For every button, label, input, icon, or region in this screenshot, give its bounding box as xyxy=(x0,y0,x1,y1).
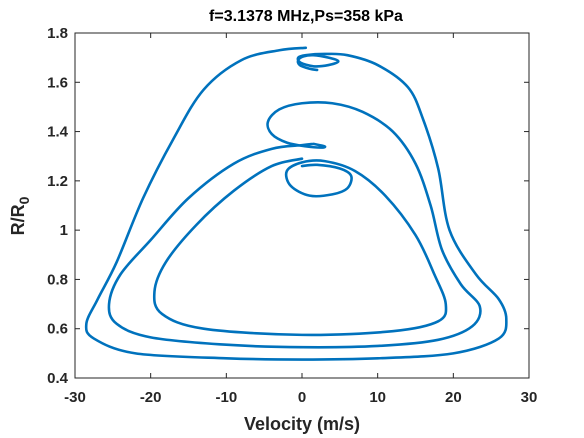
x-tick-label: 10 xyxy=(369,389,386,406)
x-tick-label: 20 xyxy=(445,389,462,406)
tick-layer: -30 -20 -10 0 10 20 30 0.4 0.6 0.8 1 1.2 1.4 1.6 1.8 xyxy=(47,25,537,406)
y-tick-label: 1.8 xyxy=(47,25,68,42)
y-tick-label: 1 xyxy=(60,222,68,239)
x-tick-label: -20 xyxy=(140,389,162,406)
x-tick-label: -30 xyxy=(64,389,86,406)
y-axis-label-main: R/R xyxy=(8,204,28,235)
series-layer xyxy=(84,46,508,361)
x-axis-label: Velocity (m/s) xyxy=(244,414,360,434)
y-axis-label-subscript: 0 xyxy=(16,196,32,204)
series-line-2 xyxy=(107,101,482,349)
series-line-3 xyxy=(152,157,448,337)
y-tick-label: 0.8 xyxy=(47,271,68,288)
y-tick-label: 0.6 xyxy=(47,321,68,338)
x-tick-label: 0 xyxy=(298,389,306,406)
y-tick-label: 1.4 xyxy=(47,124,69,141)
x-tick-label: -10 xyxy=(215,389,237,406)
series-line-1 xyxy=(84,46,508,361)
y-axis-label: R/R0 xyxy=(8,196,32,235)
x-tick-label: 30 xyxy=(521,389,538,406)
y-tick-label: 1.2 xyxy=(47,173,68,190)
plot-area xyxy=(75,33,529,378)
y-tick-label: 0.4 xyxy=(47,370,69,387)
y-tick-label: 1.6 xyxy=(47,74,68,91)
chart-title: f=3.1378 MHz,Ps=358 kPa xyxy=(209,8,403,25)
